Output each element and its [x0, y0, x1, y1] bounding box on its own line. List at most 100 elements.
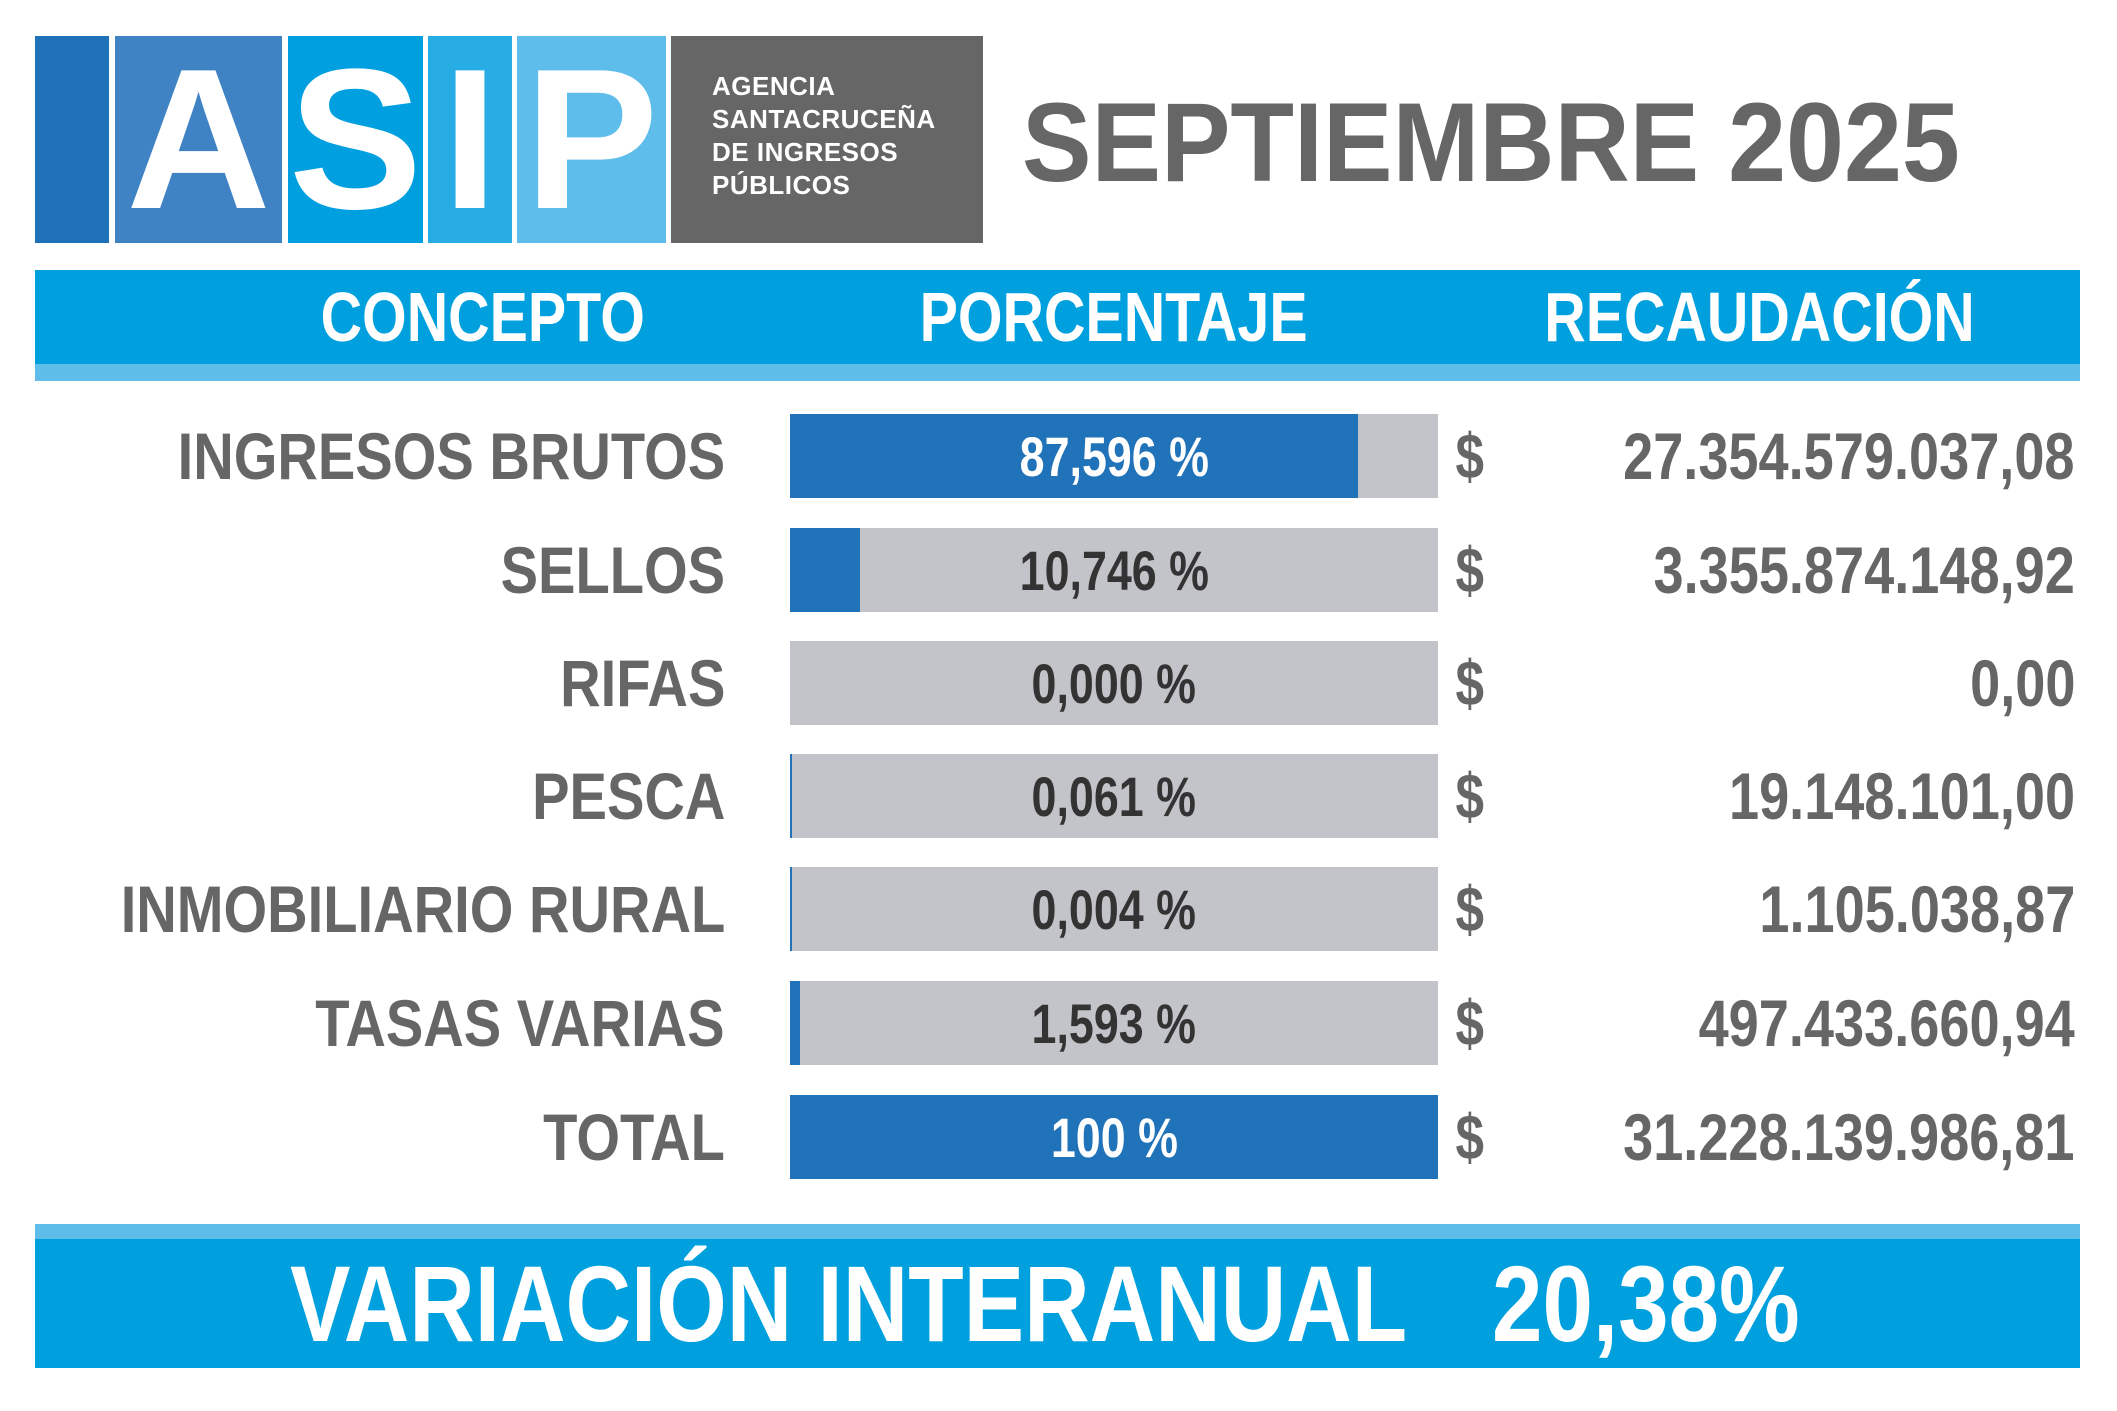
- percentage-bar: 87,596 %: [790, 414, 1438, 498]
- amount-text: 31.228.139.986,81: [1623, 1100, 2075, 1174]
- percentage-bar-fill: [790, 1095, 1438, 1179]
- percentage-label: 1,593 %: [790, 981, 1438, 1065]
- table-row: INMOBILIARIO RURAL 0,004 % $1.105.038,87: [0, 867, 2117, 951]
- title-text: SEPTIEMBRE 2025: [1022, 80, 1960, 205]
- percentage-label: 0,004 %: [790, 867, 1438, 951]
- currency-symbol: $: [1452, 414, 1488, 498]
- concepto-text: SELLOS: [500, 533, 725, 607]
- percentage-label: 87,596 %: [790, 414, 1438, 498]
- percentage-text: 87,596 %: [1019, 424, 1209, 488]
- concepto-label: TOTAL: [511, 1095, 725, 1179]
- concepto-label: RIFAS: [531, 641, 725, 725]
- logo-agency-box: [671, 36, 983, 243]
- variation-value-text: 20,38%: [1492, 1243, 1800, 1364]
- percentage-bar-fill: [790, 867, 792, 951]
- currency-text: $: [1455, 647, 1485, 719]
- currency-text: $: [1455, 1101, 1485, 1173]
- header-underline: [35, 364, 2080, 381]
- table-row: TASAS VARIAS 1,593 % $497.433.660,94: [0, 981, 2117, 1065]
- currency-symbol: $: [1452, 528, 1488, 612]
- concepto-text: PESCA: [531, 759, 725, 833]
- percentage-label: 0,000 %: [790, 641, 1438, 725]
- percentage-bar: 0,061 %: [790, 754, 1438, 838]
- amount-text: 497.433.660,94: [1698, 986, 2075, 1060]
- concepto-label: TASAS VARIAS: [243, 981, 725, 1065]
- header-label: CONCEPTO: [320, 278, 646, 356]
- currency-text: $: [1455, 420, 1485, 492]
- recaudacion-amount: 19.148.101,00: [1653, 754, 2075, 838]
- table-row: RIFAS 0,000 % $0,00: [0, 641, 2117, 725]
- logo-letter-s: S: [288, 27, 423, 251]
- concepto-text: RIFAS: [559, 646, 725, 720]
- percentage-label: 100 %: [790, 1095, 1438, 1179]
- variation-value: 20,38%: [1492, 1239, 1858, 1368]
- currency-symbol: $: [1452, 754, 1488, 838]
- concepto-label: SELLOS: [461, 528, 725, 612]
- concepto-label: PESCA: [498, 754, 725, 838]
- currency-symbol: $: [1452, 641, 1488, 725]
- recaudacion-amount: 3.355.874.148,92: [1561, 528, 2075, 612]
- amount-text: 0,00: [1969, 646, 2075, 720]
- agency-line: PÚBLICOS: [712, 170, 851, 200]
- table-row: TOTAL 100 % $31.228.139.986,81: [0, 1095, 2117, 1179]
- currency-text: $: [1455, 760, 1485, 832]
- variation-label-text: VARIACIÓN INTERANUAL: [290, 1243, 1408, 1364]
- percentage-label: 10,746 %: [790, 528, 1438, 612]
- percentage-bar: 1,593 %: [790, 981, 1438, 1065]
- logo-letter-a: A: [115, 36, 282, 243]
- concepto-text: TOTAL: [543, 1100, 725, 1174]
- currency-symbol: $: [1452, 867, 1488, 951]
- percentage-text: 10,746 %: [1019, 538, 1209, 602]
- percentage-bar-fill: [790, 414, 1358, 498]
- logo-bar: [35, 36, 109, 243]
- concepto-label: INMOBILIARIO RURAL: [14, 867, 725, 951]
- currency-text: $: [1455, 534, 1485, 606]
- percentage-bar: 10,746 %: [790, 528, 1438, 612]
- agency-line: AGENCIA: [712, 71, 836, 101]
- percentage-bar-fill: [790, 754, 792, 838]
- amount-text: 1.105.038,87: [1758, 872, 2075, 946]
- table-header: [35, 270, 2080, 364]
- agency-line: SANTACRUCEÑA: [712, 104, 936, 134]
- percentage-bar: 100 %: [790, 1095, 1438, 1179]
- agency-name: AGENCIA SANTACRUCEÑA DE INGRESOS PÚBLICO…: [712, 70, 936, 202]
- variation-label: VARIACIÓN INTERANUAL: [290, 1239, 1620, 1368]
- table-row: PESCA 0,061 % $19.148.101,00: [0, 754, 2117, 838]
- logo-letter-p: P: [517, 36, 666, 243]
- recaudacion-amount: 31.228.139.986,81: [1524, 1095, 2075, 1179]
- percentage-bar-fill: [790, 528, 860, 612]
- header-recaudacion: RECAUDACIÓN: [1509, 270, 2009, 364]
- percentage-text: 0,004 %: [1031, 877, 1197, 941]
- percentage-label: 0,061 %: [790, 754, 1438, 838]
- currency-text: $: [1455, 987, 1485, 1059]
- header-label: PORCENTAJE: [919, 278, 1309, 356]
- header-label: RECAUDACIÓN: [1543, 278, 1975, 356]
- percentage-bar: 0,000 %: [790, 641, 1438, 725]
- recaudacion-amount: 27.354.579.037,08: [1524, 414, 2075, 498]
- header-concepto: CONCEPTO: [283, 270, 683, 364]
- currency-symbol: $: [1452, 1095, 1488, 1179]
- percentage-bar-fill: [790, 981, 801, 1065]
- percentage-bar: 0,004 %: [790, 867, 1438, 951]
- variation-banner: VARIACIÓN INTERANUAL 20,38%: [35, 1239, 2080, 1368]
- percentage-text: 100 %: [1050, 1105, 1178, 1169]
- concepto-text: INMOBILIARIO RURAL: [120, 872, 725, 946]
- percentage-text: 0,061 %: [1031, 764, 1197, 828]
- table-row: SELLOS 10,746 % $3.355.874.148,92: [0, 528, 2117, 612]
- header-porcentaje: PORCENTAJE: [864, 270, 1364, 364]
- concepto-text: TASAS VARIAS: [315, 986, 725, 1060]
- recaudacion-amount: 497.433.660,94: [1616, 981, 2075, 1065]
- currency-text: $: [1455, 873, 1485, 945]
- amount-text: 19.148.101,00: [1728, 759, 2075, 833]
- recaudacion-amount: 0,00: [1947, 641, 2075, 725]
- concepto-label: INGRESOS BRUTOS: [81, 414, 725, 498]
- recaudacion-amount: 1.105.038,87: [1690, 867, 2075, 951]
- percentage-text: 0,000 %: [1031, 651, 1197, 715]
- currency-symbol: $: [1452, 981, 1488, 1065]
- page-title: SEPTIEMBRE 2025: [1022, 80, 2074, 205]
- amount-text: 27.354.579.037,08: [1623, 419, 2075, 493]
- table-row: INGRESOS BRUTOS 87,596 % $27.354.579.037,0…: [0, 414, 2117, 498]
- logo-letter-i: I: [428, 36, 512, 243]
- concepto-text: INGRESOS BRUTOS: [177, 419, 725, 493]
- agency-line: DE INGRESOS: [712, 137, 899, 167]
